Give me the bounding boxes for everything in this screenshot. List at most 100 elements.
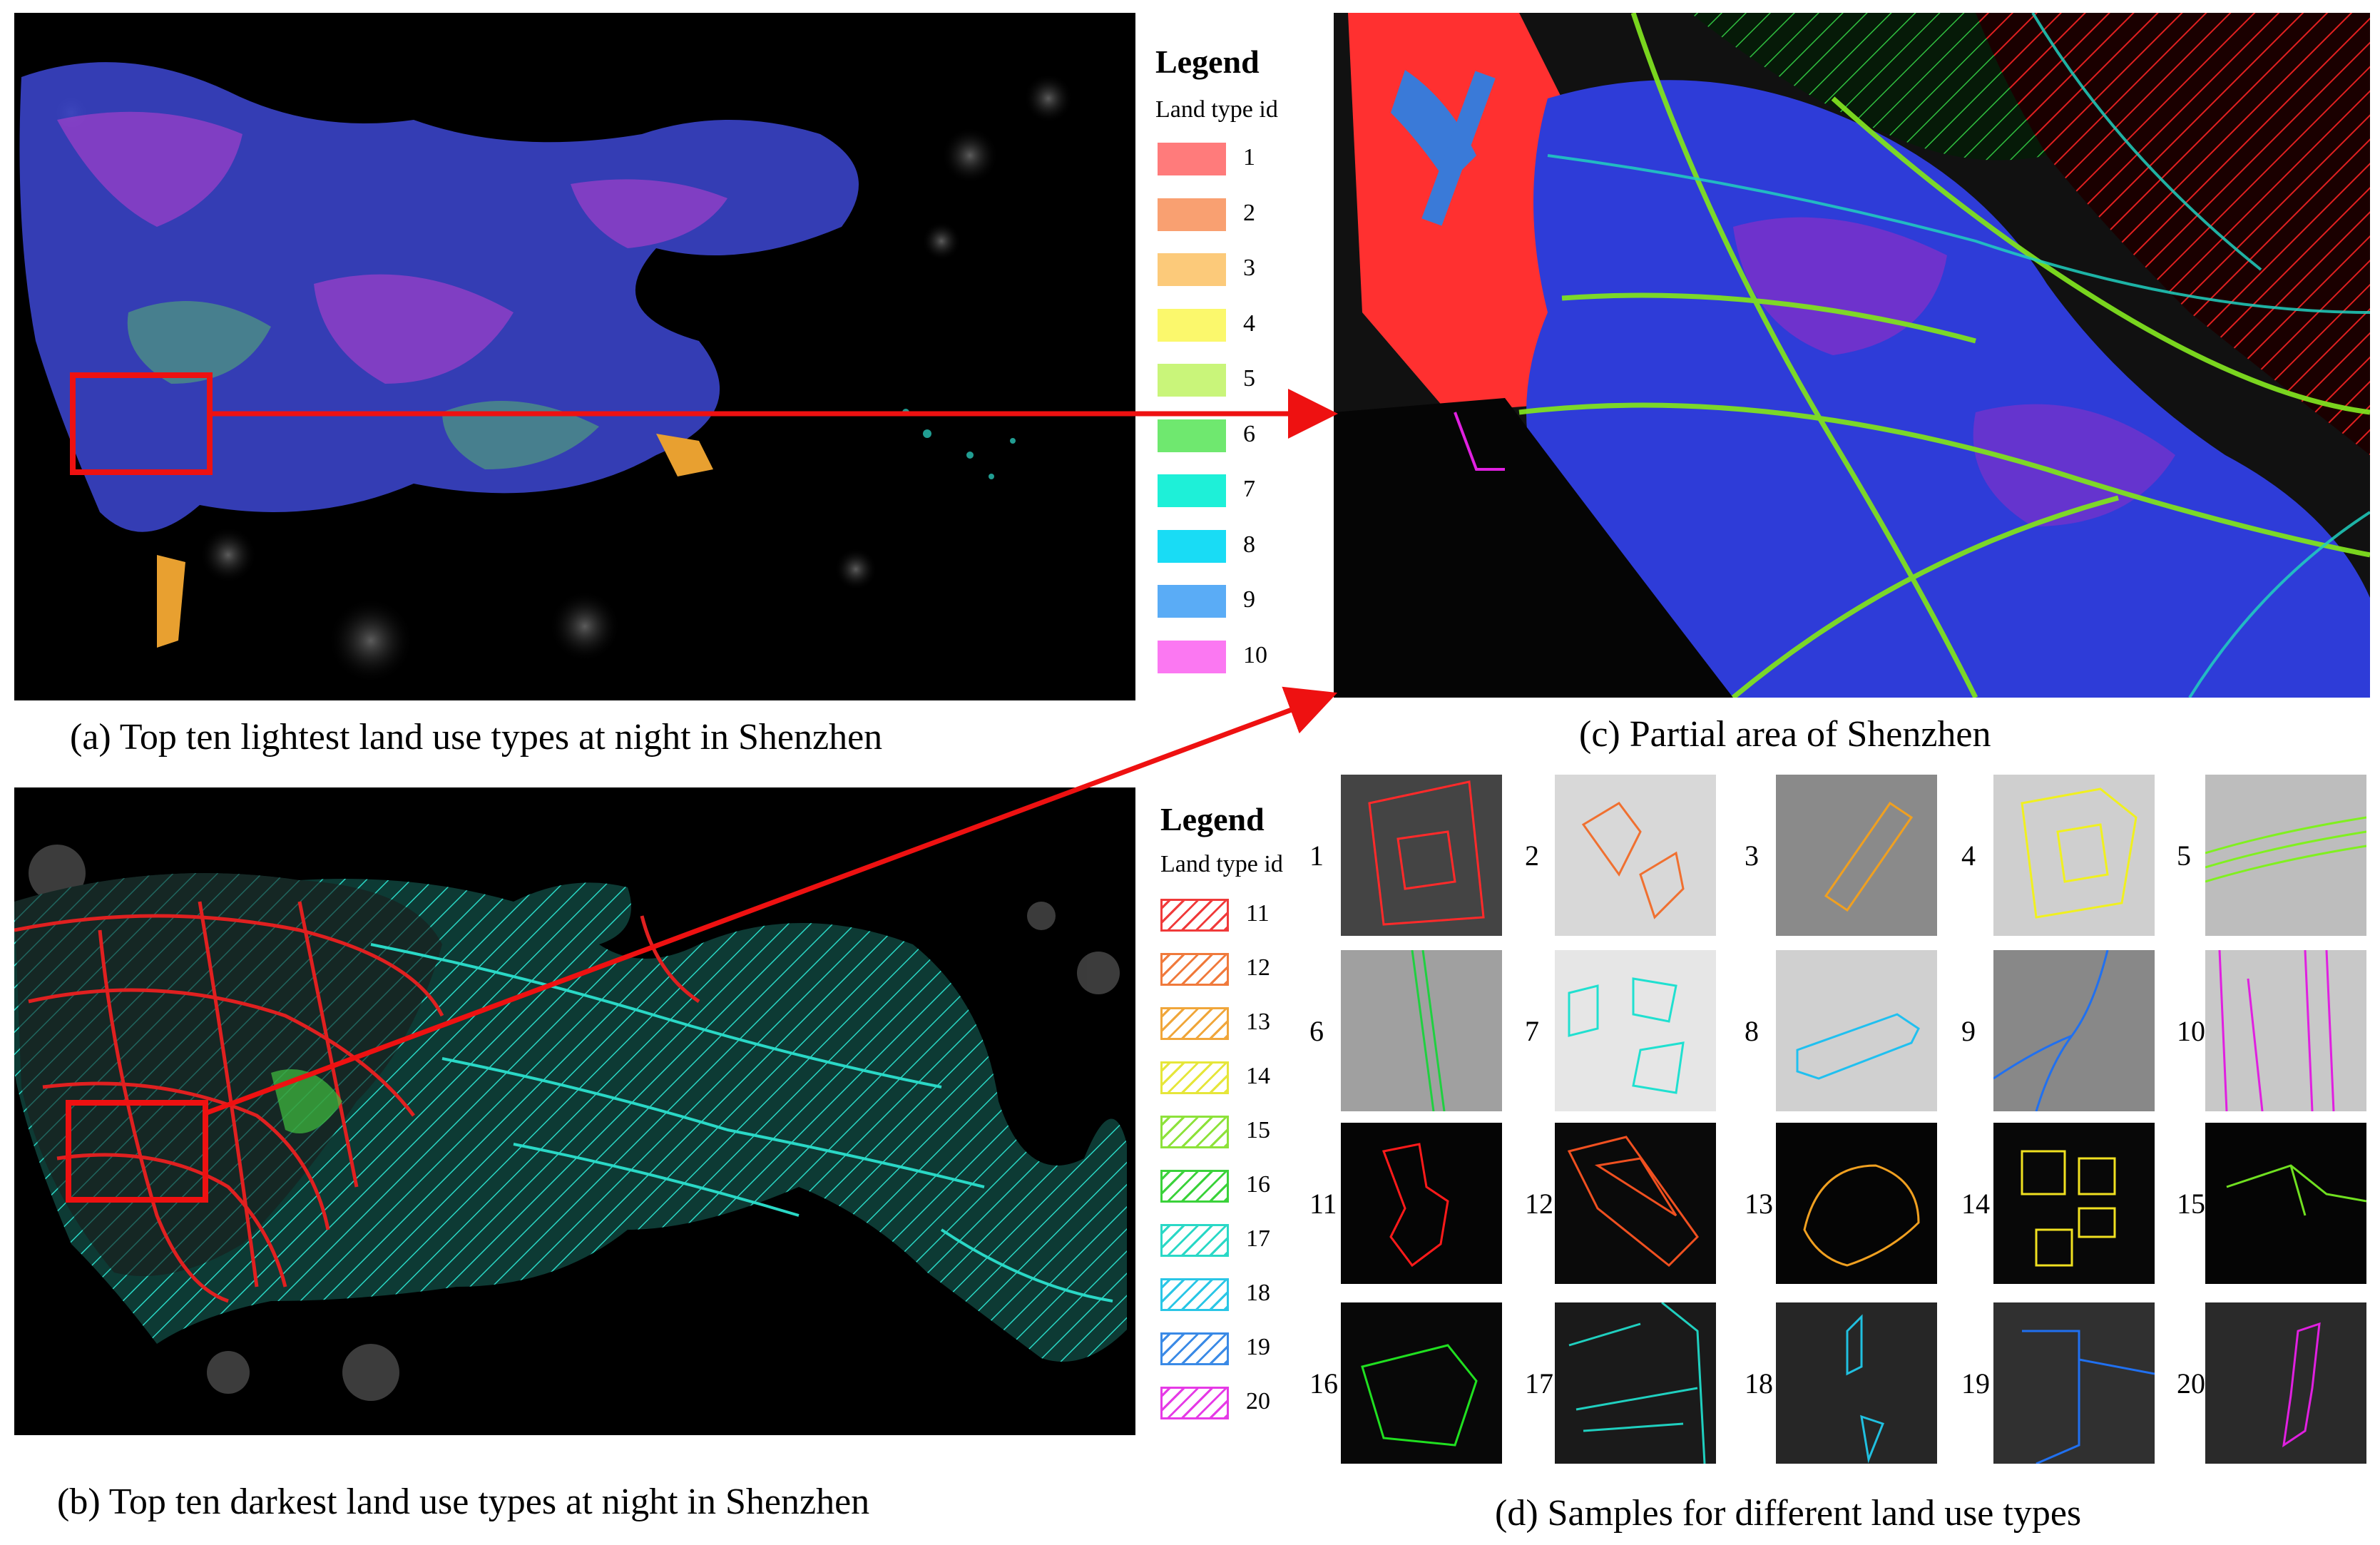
sample-tile-9 xyxy=(1993,950,2155,1111)
legend-label-19: 19 xyxy=(1246,1334,1270,1360)
legend-swatch-4 xyxy=(1158,308,1226,342)
legend-swatch-9 xyxy=(1158,585,1226,618)
legend-swatch-15 xyxy=(1160,1116,1229,1148)
sample-tile-4 xyxy=(1993,775,2155,936)
sample-number-19: 19 xyxy=(1961,1367,1990,1399)
sample-number-18: 18 xyxy=(1745,1367,1773,1399)
sample-tile-5 xyxy=(2205,775,2366,936)
legend-label-16: 16 xyxy=(1246,1171,1270,1198)
legend-swatch-1 xyxy=(1158,143,1226,175)
legend-swatch-3 xyxy=(1158,253,1226,286)
legend-swatch-10 xyxy=(1158,640,1226,673)
sample-tile-12 xyxy=(1555,1123,1716,1284)
legend-swatch-6 xyxy=(1158,419,1226,452)
sample-tile-16 xyxy=(1341,1302,1502,1464)
sample-number-14: 14 xyxy=(1961,1188,1990,1220)
sample-tile-18 xyxy=(1776,1302,1937,1464)
sample-number-1: 1 xyxy=(1309,840,1324,872)
sample-tile-1 xyxy=(1341,775,1502,936)
legend-swatch-19 xyxy=(1160,1332,1229,1365)
sample-number-13: 13 xyxy=(1745,1188,1773,1220)
legend-swatch-11 xyxy=(1160,899,1229,932)
sample-number-15: 15 xyxy=(2177,1188,2205,1220)
sample-number-16: 16 xyxy=(1309,1367,1338,1399)
sample-outline-1 xyxy=(1368,780,1485,926)
legend-swatch-2 xyxy=(1158,198,1226,231)
sample-tile-19 xyxy=(1993,1302,2155,1464)
sample-tile-13 xyxy=(1776,1123,1937,1284)
legend-swatch-18 xyxy=(1160,1278,1229,1311)
legend-label-4: 4 xyxy=(1243,310,1255,337)
sample-outline-20 xyxy=(2282,1322,2321,1448)
sample-outline-3 xyxy=(1824,801,1914,912)
legend-label-11: 11 xyxy=(1246,900,1270,927)
caption-d: (d) Samples for different land use types xyxy=(1495,1493,2082,1534)
legend-top-subtitle: Land type id xyxy=(1155,96,1278,123)
sample-outline-7 xyxy=(1568,977,1685,1094)
sample-outline-10 xyxy=(2218,950,2335,1111)
legend-swatch-17 xyxy=(1160,1224,1229,1257)
legend-label-5: 5 xyxy=(1243,365,1255,392)
sample-number-11: 11 xyxy=(1309,1188,1337,1220)
legend-label-1: 1 xyxy=(1243,144,1255,170)
sample-outline-16 xyxy=(1361,1344,1478,1447)
map-darkest xyxy=(14,787,1135,1435)
sample-tile-11 xyxy=(1341,1123,1502,1284)
map-lightest xyxy=(14,13,1135,700)
legend-swatch-13 xyxy=(1160,1007,1229,1040)
legend-swatch-12 xyxy=(1160,953,1229,986)
sample-tile-10 xyxy=(2205,950,2366,1111)
sample-tile-15 xyxy=(2205,1123,2366,1284)
sample-outline-6 xyxy=(1411,950,1446,1111)
legend-swatch-5 xyxy=(1158,364,1226,397)
sample-outline-8 xyxy=(1796,1013,1920,1080)
legend-label-12: 12 xyxy=(1246,954,1270,981)
legend-label-13: 13 xyxy=(1246,1009,1270,1035)
sample-outline-12 xyxy=(1567,1136,1699,1268)
legend-label-10: 10 xyxy=(1243,641,1267,668)
sample-number-3: 3 xyxy=(1745,840,1759,872)
legend-label-6: 6 xyxy=(1243,420,1255,447)
sample-outline-9 xyxy=(1993,950,2109,1111)
sample-tile-3 xyxy=(1776,775,1937,936)
map-partial-area xyxy=(1334,13,2370,698)
sample-outline-17 xyxy=(1568,1302,1706,1464)
caption-c: (c) Partial area of Shenzhen xyxy=(1579,714,1991,755)
sample-outline-11 xyxy=(1381,1143,1449,1268)
sample-outline-15 xyxy=(2226,1164,2366,1216)
sample-outline-19 xyxy=(2022,1330,2155,1464)
sample-outline-2 xyxy=(1581,802,1685,919)
sample-tile-6 xyxy=(1341,950,1502,1111)
caption-a: (a) Top ten lightest land use types at n… xyxy=(70,717,883,758)
sample-number-12: 12 xyxy=(1525,1188,1553,1220)
legend-swatch-20 xyxy=(1160,1387,1229,1419)
legend-label-14: 14 xyxy=(1246,1063,1270,1089)
sample-number-4: 4 xyxy=(1961,840,1976,872)
legend-label-8: 8 xyxy=(1243,531,1255,558)
sample-number-6: 6 xyxy=(1309,1015,1324,1047)
sample-number-9: 9 xyxy=(1961,1015,1976,1047)
legend-label-18: 18 xyxy=(1246,1280,1270,1306)
legend-swatch-16 xyxy=(1160,1170,1229,1203)
sample-outline-13 xyxy=(1803,1164,1920,1267)
sample-number-7: 7 xyxy=(1525,1015,1539,1047)
sample-number-8: 8 xyxy=(1745,1015,1759,1047)
sample-tile-2 xyxy=(1555,775,1716,936)
sample-outline-4 xyxy=(2021,787,2138,919)
sample-number-5: 5 xyxy=(2177,840,2191,872)
legend-bottom-title: Legend xyxy=(1160,801,1265,837)
legend-label-2: 2 xyxy=(1243,199,1255,226)
sample-number-2: 2 xyxy=(1525,840,1539,872)
sample-tile-7 xyxy=(1555,950,1716,1111)
sample-tile-20 xyxy=(2205,1302,2366,1464)
sample-outline-5 xyxy=(2205,816,2366,883)
legend-label-7: 7 xyxy=(1243,476,1255,502)
caption-b: (b) Top ten darkest land use types at ni… xyxy=(57,1482,870,1522)
legend-swatch-8 xyxy=(1158,529,1226,563)
legend-label-17: 17 xyxy=(1246,1225,1270,1252)
legend-label-20: 20 xyxy=(1246,1388,1270,1414)
sample-tile-8 xyxy=(1776,950,1937,1111)
legend-swatch-7 xyxy=(1158,474,1226,507)
legend-top-title: Legend xyxy=(1155,44,1260,80)
sample-tile-17 xyxy=(1555,1302,1716,1464)
